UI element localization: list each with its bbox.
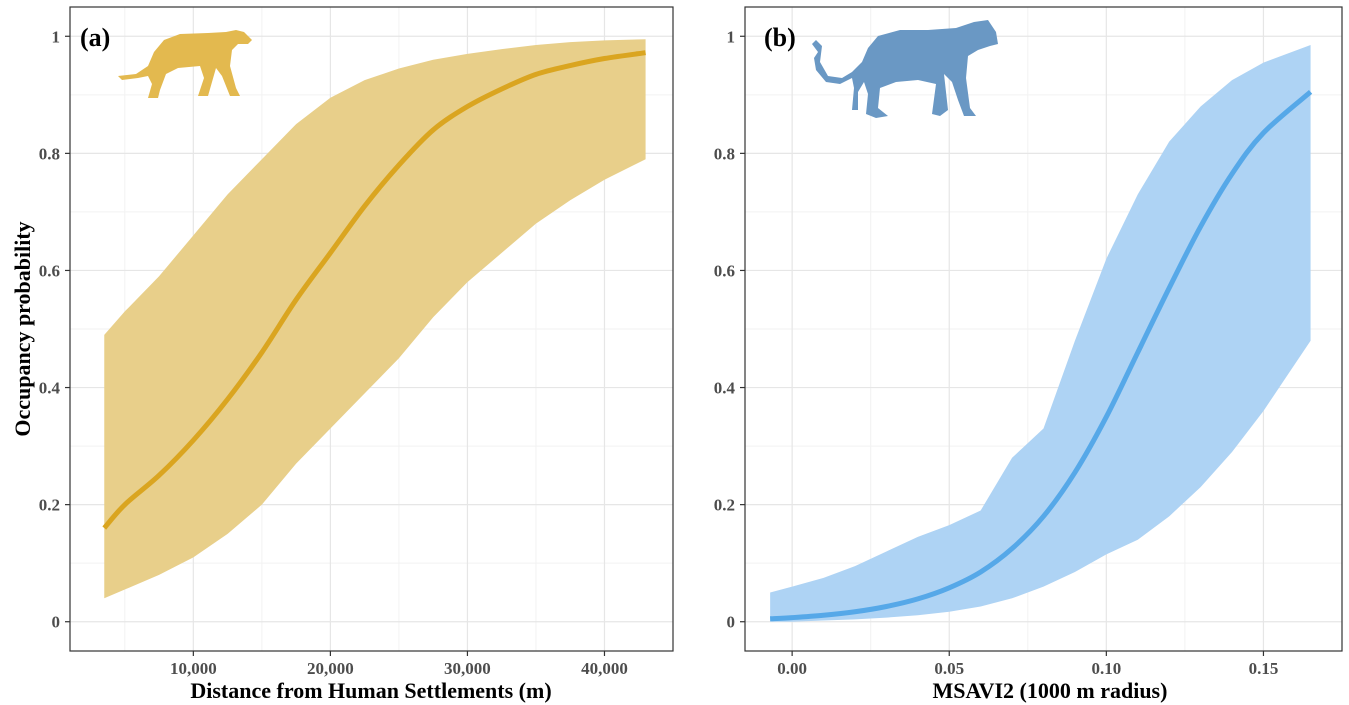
x-axis-title: MSAVI2 (1000 m radius) (933, 678, 1168, 703)
panel-label: (b) (764, 23, 796, 52)
x-tick-label: 10,000 (170, 659, 217, 678)
y-tick-label: 0 (52, 613, 61, 632)
y-tick-label: 0.2 (39, 496, 60, 515)
y-axis-title: Occupancy probability (10, 221, 35, 436)
fitted-curve (102, 50, 646, 530)
fitted-curve (770, 90, 1313, 622)
axis-ticks: 10,000 20,000 30,000 40,000 0 0.2 0.4 0.6 0.8 1 (39, 27, 628, 678)
y-tick-label: 0.8 (714, 144, 735, 163)
x-tick-label: 0.05 (934, 659, 964, 678)
panel-label: (a) (80, 23, 110, 52)
y-tick-label: 0.6 (714, 261, 735, 280)
leopard-silhouette-icon (812, 20, 998, 118)
x-tick-label: 40,000 (581, 659, 628, 678)
y-tick-label: 0.2 (714, 496, 735, 515)
y-tick-label: 0.4 (714, 379, 736, 398)
panel-border (744, 6, 1343, 652)
x-tick-label: 0.00 (777, 659, 807, 678)
chart-panel-1: 10,000 20,000 30,000 40,000 0 0.2 0.4 0.6 0.8 1 Di… (10, 6, 674, 703)
y-tick-label: 0.6 (39, 261, 60, 280)
x-tick-label: 0.15 (1249, 659, 1279, 678)
chart-panel-2: 0.00 0.05 0.10 0.15 0 0.2 0.4 0.6 0.8 1 MSAVI2 (10… (714, 6, 1343, 703)
x-tick-label: 30,000 (444, 659, 491, 678)
x-axis-title: Distance from Human Settlements (m) (190, 678, 551, 703)
y-tick-label: 1 (52, 27, 61, 46)
x-tick-label: 20,000 (307, 659, 354, 678)
y-tick-label: 0 (727, 613, 736, 632)
cheetah-silhouette-icon (118, 30, 252, 98)
panel-border (69, 6, 674, 652)
axis-ticks: 0.00 0.05 0.10 0.15 0 0.2 0.4 0.6 0.8 1 (714, 27, 1279, 678)
confidence-band (770, 45, 1311, 622)
y-tick-label: 1 (727, 27, 736, 46)
x-tick-label: 0.10 (1091, 659, 1121, 678)
y-tick-label: 0.8 (39, 144, 60, 163)
confidence-band (104, 39, 646, 599)
y-tick-label: 0.4 (39, 379, 61, 398)
